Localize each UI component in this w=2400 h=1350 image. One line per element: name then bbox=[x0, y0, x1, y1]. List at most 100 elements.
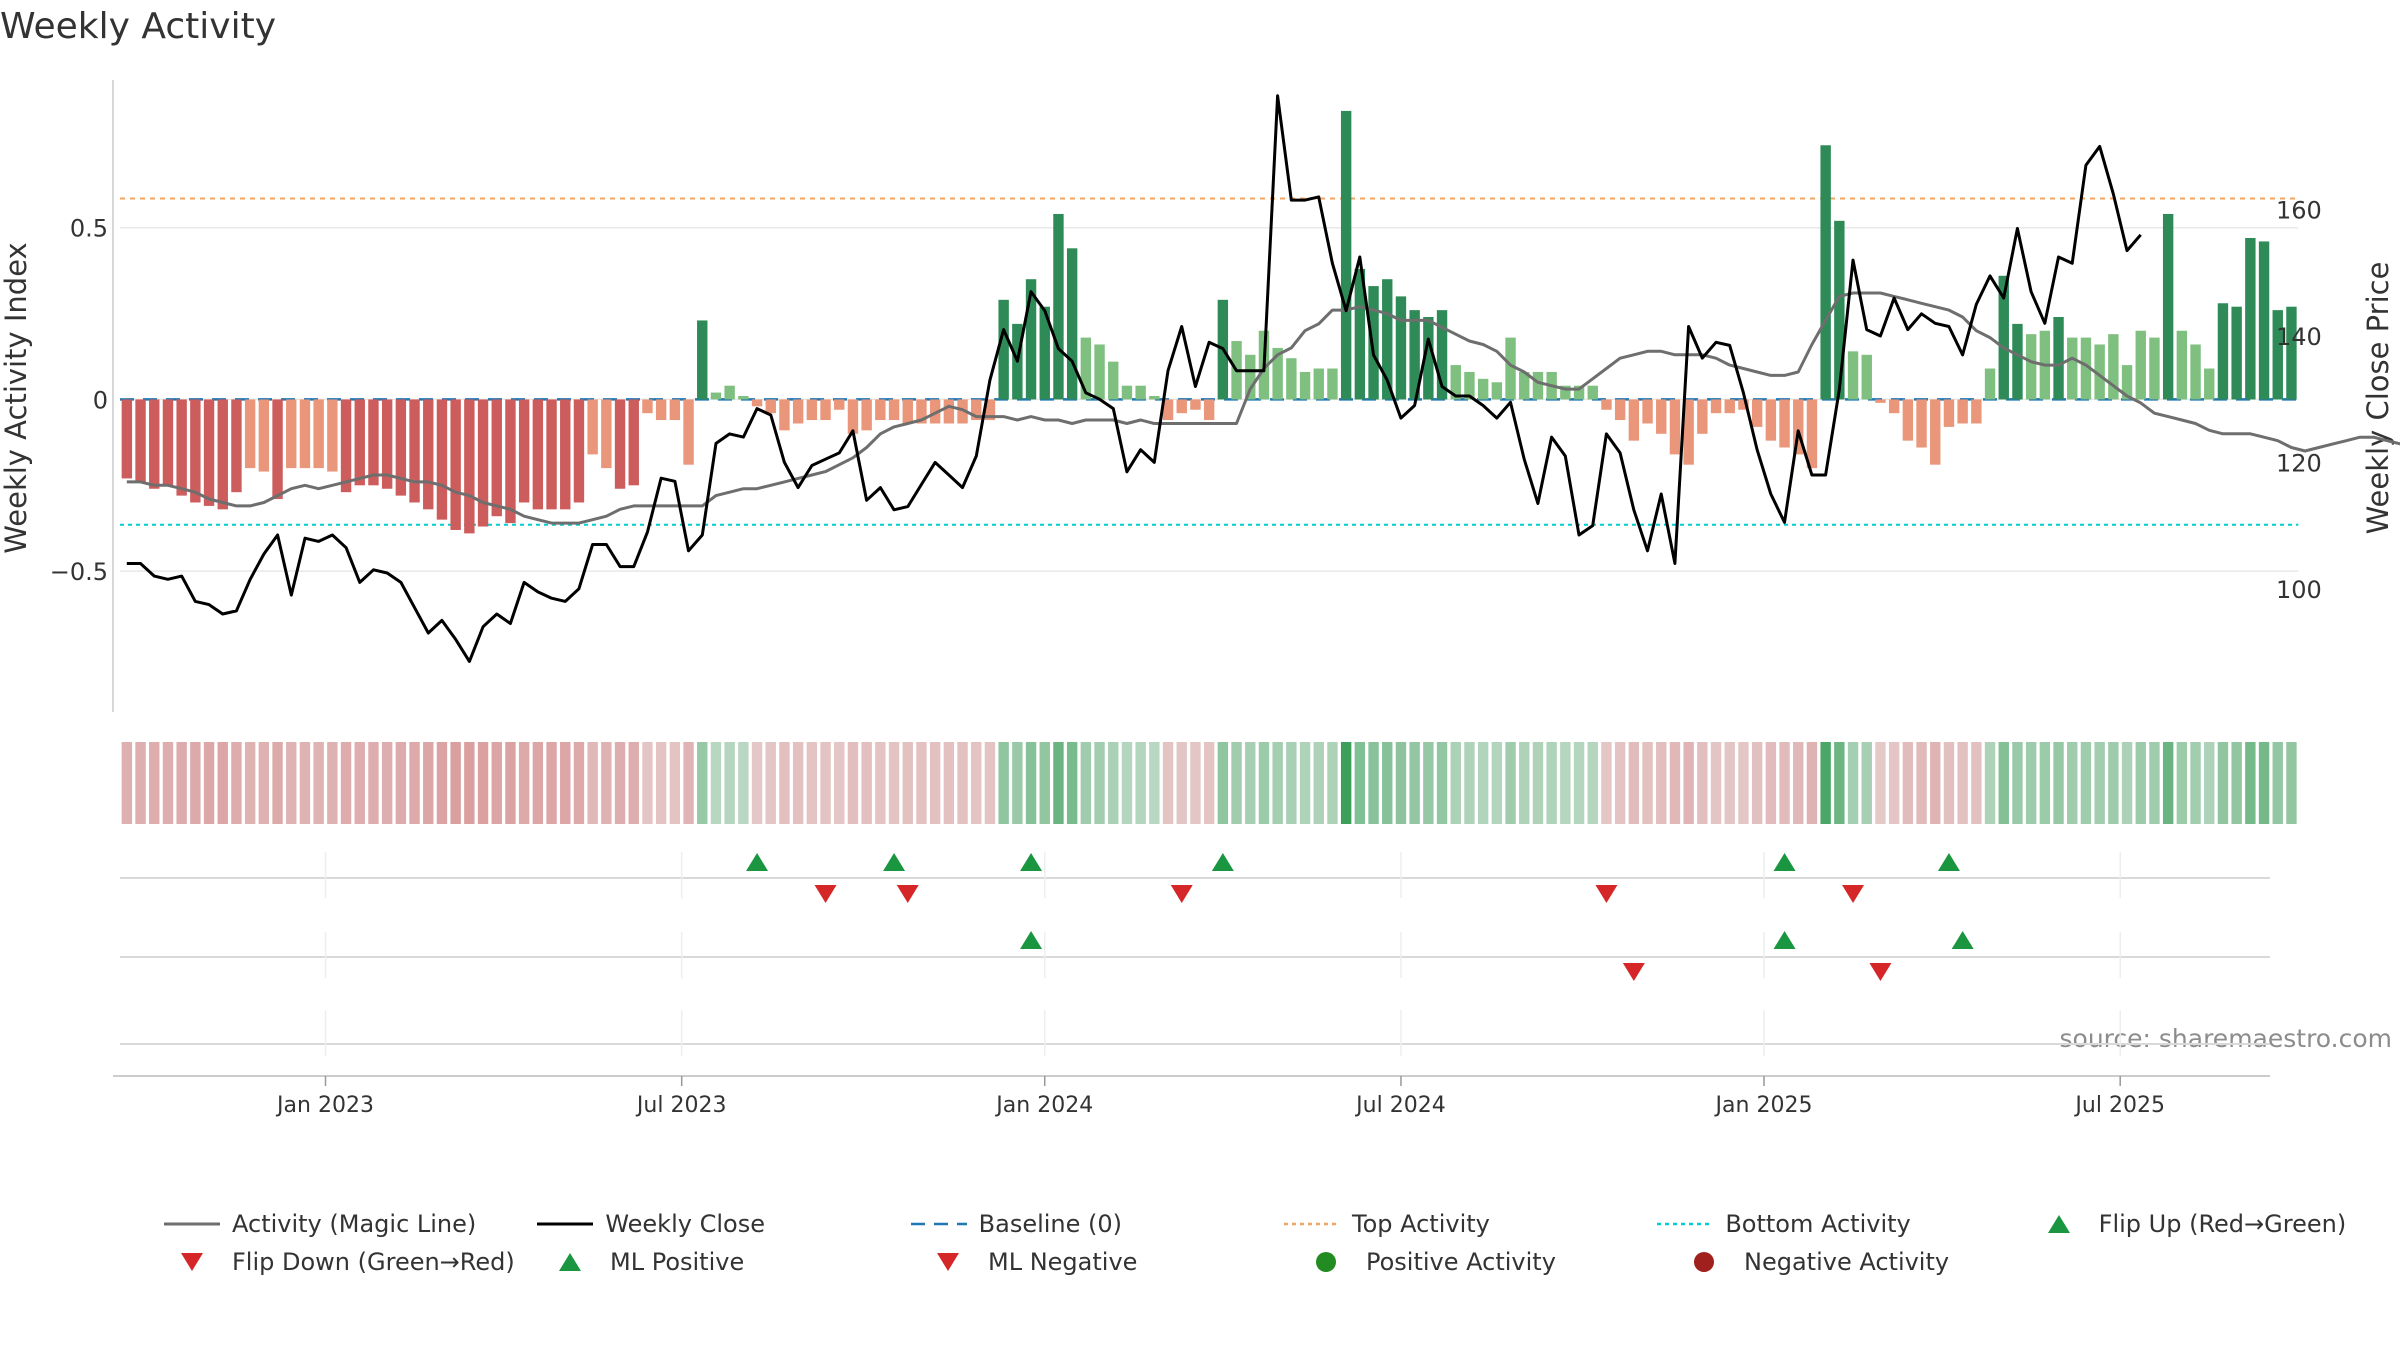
heat-cell bbox=[2272, 742, 2283, 824]
legend-label: Activity (Magic Line) bbox=[232, 1210, 477, 1238]
activity-bar bbox=[313, 399, 324, 469]
heat-cell bbox=[1505, 742, 1516, 824]
activity-bar bbox=[203, 399, 215, 506]
left-tick-label: 0 bbox=[93, 386, 108, 414]
activity-bar bbox=[2121, 365, 2133, 400]
legend-label: Bottom Activity bbox=[1725, 1210, 1911, 1238]
activity-bar bbox=[1121, 385, 1133, 400]
heat-cell bbox=[381, 742, 393, 824]
activity-bar bbox=[1724, 399, 1735, 414]
activity-bar bbox=[327, 399, 338, 472]
activity-bar bbox=[518, 399, 530, 503]
heat-cell bbox=[340, 742, 352, 824]
activity-bar bbox=[751, 399, 763, 407]
activity-bar bbox=[395, 399, 407, 496]
legend-swatch bbox=[1316, 1252, 1336, 1272]
activity-bar bbox=[1382, 279, 1393, 400]
activity-bar bbox=[1902, 399, 1914, 441]
activity-bar bbox=[1669, 399, 1681, 455]
heat-cell bbox=[888, 742, 900, 824]
activity-bar bbox=[1464, 371, 1475, 400]
activity-bar bbox=[1998, 275, 2009, 400]
legend-item: Positive Activity bbox=[1294, 1247, 1672, 1277]
heat-cell bbox=[2245, 742, 2256, 824]
heat-cell bbox=[1477, 742, 1489, 824]
activity-bar bbox=[1327, 368, 1338, 400]
heat-cell bbox=[1642, 742, 1653, 824]
activity-bar bbox=[1108, 361, 1119, 400]
activity-bar bbox=[1861, 354, 1872, 400]
x-tick-label: Jan 2023 bbox=[275, 1093, 374, 1118]
heat-cell bbox=[450, 742, 461, 824]
heat-cell bbox=[1217, 742, 1229, 824]
activity-bar bbox=[190, 399, 201, 503]
heat-cell bbox=[1861, 742, 1872, 824]
legend-item: ML Negative bbox=[916, 1247, 1294, 1277]
heat-cell bbox=[354, 742, 365, 824]
heat-cell bbox=[1724, 742, 1735, 824]
heat-cell bbox=[1286, 742, 1297, 824]
magic-line bbox=[126, 291, 2400, 525]
heat-cell bbox=[1601, 742, 1612, 824]
heat-cell bbox=[628, 742, 639, 824]
heat-cell bbox=[655, 742, 667, 824]
activity-bar bbox=[1162, 399, 1174, 421]
flip-down-marker bbox=[896, 885, 919, 903]
activity-bar bbox=[1614, 399, 1626, 421]
heat-cell bbox=[587, 742, 598, 824]
x-tick-label: Jul 2025 bbox=[2073, 1093, 2165, 1118]
heat-cell bbox=[505, 742, 516, 824]
ml-negative-marker bbox=[1869, 963, 1892, 981]
heat-cell bbox=[2108, 742, 2119, 824]
heat-cell bbox=[738, 742, 749, 824]
legend-label: Flip Up (Red→Green) bbox=[2098, 1210, 2347, 1238]
heat-cell bbox=[409, 742, 420, 824]
heat-cell bbox=[1382, 742, 1393, 824]
heat-cell bbox=[1053, 742, 1064, 824]
heat-cell bbox=[327, 742, 338, 824]
activity-bar bbox=[806, 399, 818, 421]
heat-cell bbox=[532, 742, 544, 824]
activity-bar bbox=[573, 399, 585, 503]
heat-cell bbox=[1464, 742, 1475, 824]
activity-bar bbox=[1847, 351, 1859, 400]
heat-cell bbox=[423, 742, 434, 824]
activity-bar bbox=[1491, 382, 1503, 400]
flip-down-marker bbox=[1842, 885, 1865, 903]
ml-positive-marker bbox=[1020, 931, 1043, 949]
activity-bar bbox=[1368, 286, 1379, 400]
activity-bar bbox=[1916, 399, 1927, 448]
activity-bar bbox=[423, 399, 434, 510]
legend-symbol bbox=[2047, 1215, 2070, 1233]
heat-cell bbox=[1560, 742, 1571, 824]
legend-item: Flip Up (Red→Green) bbox=[2027, 1209, 2400, 1239]
heat-cell bbox=[902, 742, 913, 824]
heat-cell bbox=[1971, 742, 1982, 824]
activity-bar bbox=[1765, 399, 1777, 441]
heat-cell bbox=[820, 742, 831, 824]
x-tick-label: Jan 2025 bbox=[1714, 1093, 1813, 1118]
heat-cell bbox=[299, 742, 311, 824]
heat-cell bbox=[1738, 742, 1749, 824]
heat-cell bbox=[1902, 742, 1914, 824]
x-tick-label: Jan 2024 bbox=[994, 1093, 1093, 1118]
heat-cell bbox=[2080, 742, 2092, 824]
activity-bar bbox=[916, 399, 927, 424]
legend-row: Flip Down (Green→Red) ML Positive ML Negat… bbox=[160, 1243, 2400, 1281]
activity-bar bbox=[1560, 385, 1571, 400]
heat-cell bbox=[2162, 742, 2174, 824]
activity-bar bbox=[1409, 310, 1420, 400]
heat-cell bbox=[1875, 742, 1886, 824]
heat-cell bbox=[1423, 742, 1434, 824]
legend-symbol bbox=[559, 1253, 581, 1271]
activity-bar bbox=[655, 399, 667, 421]
right-axis-label: Weekly Close Price bbox=[2361, 262, 2395, 535]
chart-title: Weekly Activity bbox=[0, 6, 276, 47]
heat-cell bbox=[1450, 742, 1461, 824]
activity-bar bbox=[2190, 344, 2201, 400]
flip-down-marker bbox=[1170, 885, 1193, 903]
left-axis-label: Weekly Activity Index bbox=[0, 242, 33, 553]
heat-cell bbox=[779, 742, 790, 824]
activity-bar bbox=[1656, 399, 1667, 434]
